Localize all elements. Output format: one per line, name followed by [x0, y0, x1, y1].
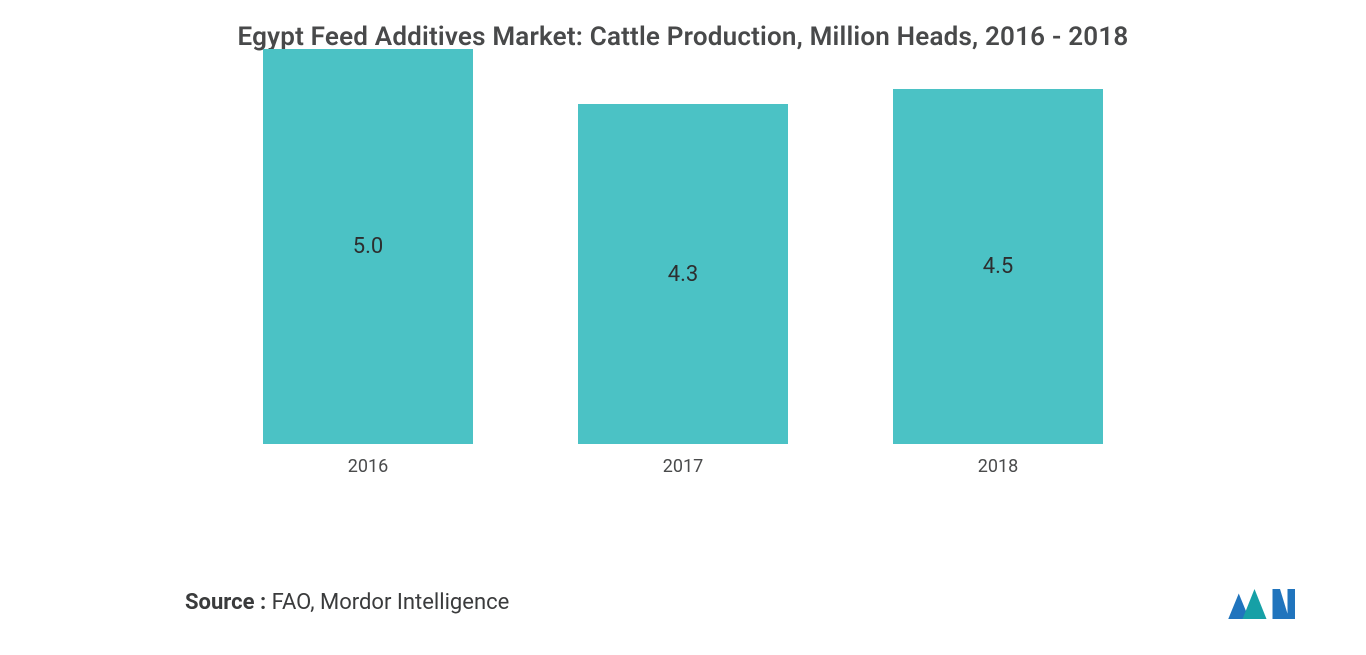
source-line: Source : FAO, Mordor Intelligence [185, 590, 509, 615]
bar-wrapper-1: 4.3 2017 [578, 104, 788, 477]
mordor-logo-icon [1226, 580, 1301, 625]
bar-label-2: 2018 [978, 456, 1018, 477]
bar-wrapper-2: 4.5 2018 [893, 89, 1103, 478]
bar-0: 5.0 [263, 49, 473, 444]
chart-title: Egypt Feed Additives Market: Cattle Prod… [0, 0, 1366, 62]
bar-value-0: 5.0 [353, 234, 384, 259]
bar-label-0: 2016 [348, 456, 388, 477]
bar-2: 4.5 [893, 89, 1103, 445]
source-label: Source : [185, 590, 266, 615]
bars-container: 5.0 2016 4.3 2017 4.5 2018 [0, 77, 1366, 477]
bar-value-1: 4.3 [668, 262, 699, 287]
bar-wrapper-0: 5.0 2016 [263, 49, 473, 477]
bar-value-2: 4.5 [983, 254, 1014, 279]
chart-area: 5.0 2016 4.3 2017 4.5 2018 [0, 77, 1366, 537]
bar-1: 4.3 [578, 104, 788, 444]
source-value: FAO, Mordor Intelligence [266, 590, 509, 615]
bar-label-1: 2017 [663, 456, 703, 477]
